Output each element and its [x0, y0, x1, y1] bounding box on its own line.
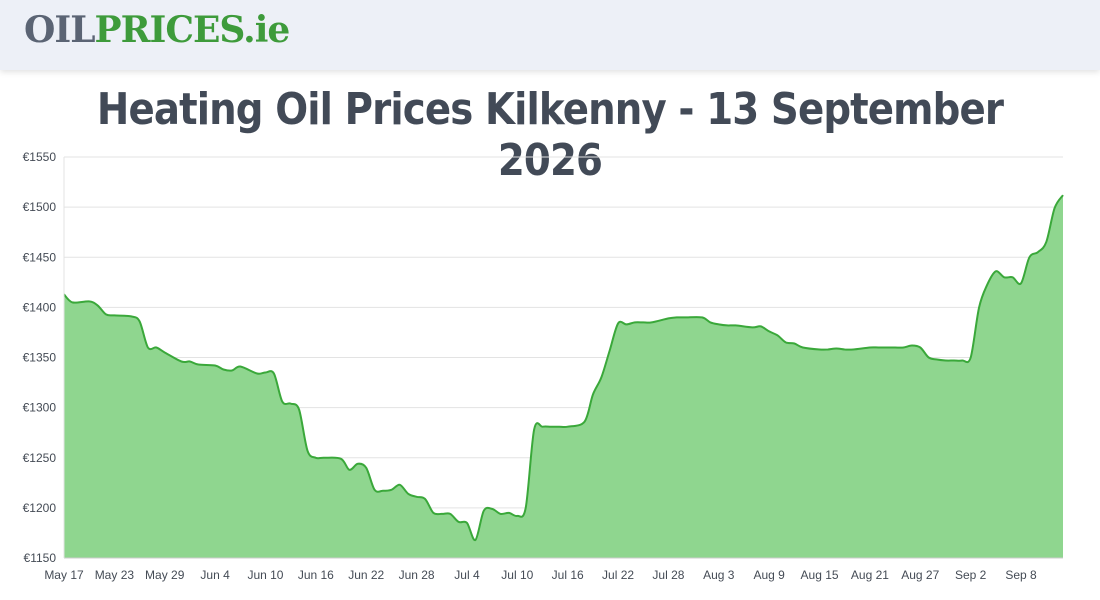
logo-ie-text: .ie: [243, 9, 290, 51]
y-tick-label: €1550: [23, 150, 57, 164]
x-tick-label: Jun 10: [247, 568, 283, 582]
x-tick-label: May 17: [44, 568, 84, 582]
logo-prices-text: PRICES: [94, 9, 245, 51]
x-tick-label: Jun 4: [200, 568, 230, 582]
y-tick-label: €1300: [23, 401, 57, 415]
y-tick-label: €1200: [23, 501, 57, 515]
x-tick-label: Sep 2: [955, 568, 987, 582]
price-area-fill: [64, 195, 1063, 558]
site-header: OILPRICES.ie: [0, 0, 1100, 70]
y-tick-label: €1400: [23, 300, 57, 314]
y-tick-label: €1500: [23, 200, 57, 214]
x-tick-label: Aug 21: [851, 568, 889, 582]
x-tick-label: Jul 16: [552, 568, 584, 582]
logo-oil-text: OIL: [24, 9, 96, 51]
x-tick-label: Aug 27: [901, 568, 939, 582]
x-tick-label: Jun 28: [399, 568, 435, 582]
x-tick-label: Jun 16: [298, 568, 334, 582]
y-tick-label: €1150: [24, 551, 57, 565]
site-logo[interactable]: OILPRICES.ie: [24, 9, 290, 51]
x-tick-label: Aug 15: [801, 568, 839, 582]
x-tick-label: May 29: [145, 568, 185, 582]
x-axis-ticks: May 17 May 23 May 29 Jun 4 Jun 10 Jun 16 Jun 2…: [44, 568, 1037, 582]
price-line: [63, 194, 1064, 542]
page-title: Heating Oil Prices Kilkenny - 13 Septemb…: [96, 84, 1004, 186]
x-tick-label: Jun 22: [348, 568, 384, 582]
x-tick-label: Sep 8: [1005, 568, 1037, 582]
x-tick-label: Jul 4: [454, 568, 480, 582]
x-tick-label: May 23: [95, 568, 135, 582]
x-tick-label: Aug 3: [703, 568, 735, 582]
y-tick-label: €1350: [23, 351, 57, 365]
x-tick-label: Aug 9: [753, 568, 785, 582]
y-axis-ticks: €1150 €1200 €1250 €1300 €1350 €1400 €1450 €1500…: [23, 150, 57, 565]
x-tick-label: Jul 28: [652, 568, 684, 582]
x-tick-label: Jul 10: [501, 568, 533, 582]
x-tick-label: Jul 22: [602, 568, 634, 582]
y-tick-label: €1250: [23, 451, 57, 465]
y-tick-label: €1450: [23, 250, 57, 264]
